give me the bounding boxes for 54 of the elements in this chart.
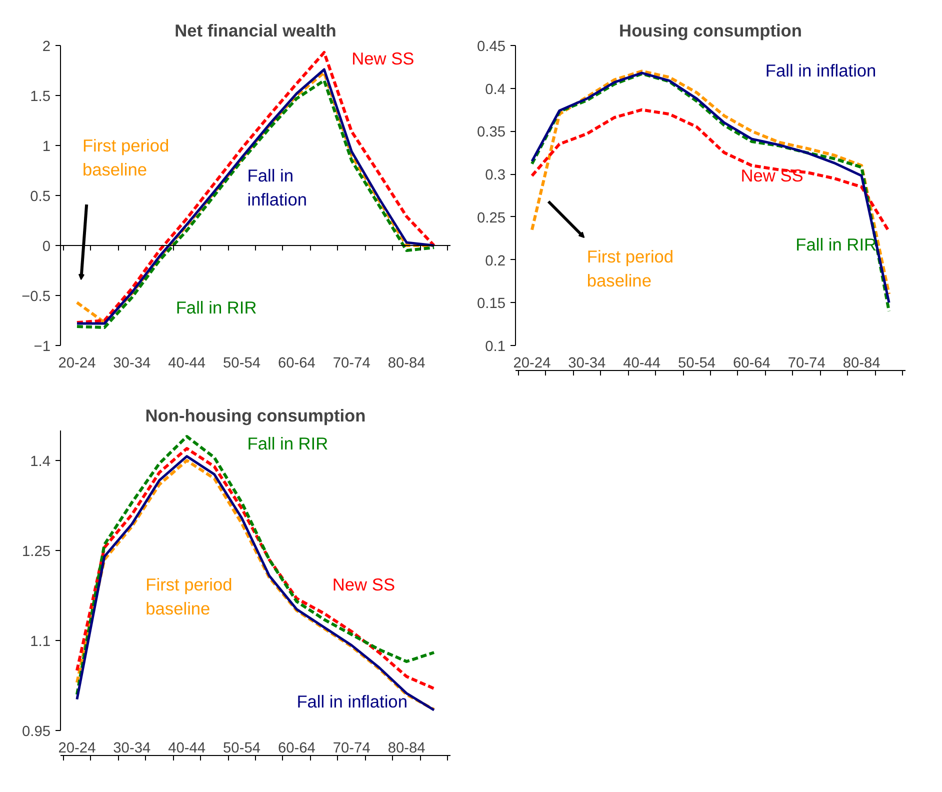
x-tick-label: 80-84: [842, 356, 880, 372]
y-tick-label: 0.35: [476, 124, 506, 141]
x-tick-label: 60-64: [278, 356, 316, 372]
series-label: Fall in inflation: [247, 166, 307, 210]
text: First period baseline: [82, 136, 170, 180]
series-label: First period baseline: [146, 574, 232, 618]
x-tick-label: 60-64: [278, 740, 316, 756]
y-tick-label: −0.5: [22, 289, 51, 305]
x-tick-label: 50-54: [223, 356, 261, 372]
y-tick-label: 0.95: [22, 724, 51, 740]
series-label: New SS: [352, 48, 414, 68]
x-tick-label: 50-54: [678, 356, 716, 372]
y-tick-label: 1.4: [30, 454, 50, 470]
y-tick-label: 0.15: [476, 296, 506, 312]
x-tick-label: 70-74: [332, 356, 370, 372]
y-tick-label: 1.25: [22, 544, 51, 560]
text: Fall in RIR: [176, 298, 257, 318]
y-tick-label: 0.4: [485, 82, 506, 98]
y-tick-label: 0.2: [485, 253, 506, 270]
text: Fall in inflation: [765, 60, 876, 80]
y-tick-label: 0: [42, 239, 51, 255]
x-tick-label: 70-74: [332, 740, 370, 756]
series-label: New SS: [332, 574, 396, 594]
x-tick-label: 40-44: [168, 356, 206, 372]
x-tick-label: 80-84: [388, 740, 426, 756]
x-tick-label: 50-54: [223, 740, 261, 756]
y-tick-label: 0.3: [485, 168, 506, 184]
x-tick-label: 70-74: [788, 356, 826, 372]
series-label: Fall in RIR: [247, 434, 328, 454]
x-tick-label: 30-34: [568, 356, 606, 372]
x-tick-label: 60-64: [732, 356, 770, 372]
x-tick-label: 20-24: [513, 356, 551, 372]
text: First period baseline: [586, 246, 674, 290]
x-tick-label: 40-44: [623, 356, 661, 372]
x-tick-label: 20-24: [58, 740, 96, 756]
y-tick-label: 0.45: [476, 39, 506, 55]
y-tick-label: 1.5: [30, 89, 50, 105]
y-tick-label: 0.5: [30, 189, 50, 205]
chart-title: Non-housing consumption: [145, 406, 366, 426]
x-tick-label: 30-34: [113, 740, 151, 756]
x-tick-label: 40-44: [168, 740, 206, 756]
y-tick-label: 1.1: [30, 634, 50, 650]
chart-title: Housing consumption: [619, 20, 802, 40]
chart-title: Net financial wealth: [174, 20, 336, 40]
x-tick-label: 30-34: [113, 356, 151, 372]
y-tick-label: 2: [42, 39, 51, 55]
y-tick-label: 0.1: [485, 339, 506, 355]
y-tick-label: 1: [42, 139, 51, 155]
y-tick-label: −1: [34, 339, 51, 355]
y-tick-label: 0.25: [476, 210, 506, 226]
x-tick-label: 20-24: [58, 356, 96, 372]
x-tick-label: 80-84: [388, 356, 426, 372]
series-label: Fall in RIR: [796, 234, 877, 254]
series-label: Fall in inflation: [296, 692, 408, 712]
